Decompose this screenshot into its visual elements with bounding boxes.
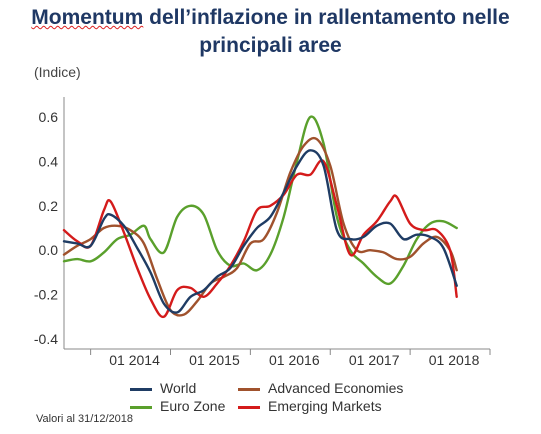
title-word-momentum: Momentum — [31, 6, 144, 29]
y-tick-label: 0.2 — [39, 198, 59, 214]
legend-label-emerging-markets: Emerging Markets — [268, 398, 382, 414]
x-tick-label: 01 2015 — [189, 352, 240, 368]
x-tick-label: 01 2018 — [429, 352, 480, 368]
legend-swatch-euro-zone — [130, 405, 152, 409]
chart-title: Momentum dell’inflazione in rallentament… — [0, 4, 541, 60]
x-tick-label: 01 2016 — [269, 352, 320, 368]
legend-label-world: World — [160, 380, 197, 396]
legend-label-euro-zone: Euro Zone — [160, 398, 226, 414]
legend-item-advanced-economies: Advanced Economies — [238, 380, 403, 396]
series-line-advanced-economies — [62, 136, 458, 317]
y-tick-label: 0.4 — [39, 153, 59, 169]
legend-swatch-emerging-markets — [238, 405, 260, 409]
legend-label-advanced-economies: Advanced Economies — [268, 380, 404, 396]
legend-item-world: World — [130, 380, 196, 396]
title-line1-rest: dell’inflazione in rallentamento nelle — [143, 6, 510, 29]
legend-item-emerging-markets: Emerging Markets — [238, 398, 382, 414]
legend-item-euro-zone: Euro Zone — [130, 398, 225, 414]
series-line-world — [62, 149, 458, 314]
legend-swatch-world — [130, 387, 152, 391]
y-tick-label: -0.2 — [34, 287, 58, 303]
x-tick-label: 01 2014 — [109, 352, 160, 368]
x-tick-label: 01 2017 — [349, 352, 400, 368]
y-tick-label: -0.4 — [34, 331, 58, 347]
y-tick-label: 0.0 — [39, 242, 59, 258]
y-tick-label: 0.6 — [39, 109, 59, 125]
series-line-emerging-markets — [62, 159, 458, 319]
y-axis-unit-label: (Indice) — [34, 64, 81, 80]
title-line2: principali aree — [199, 34, 342, 57]
legend-swatch-advanced-economies — [238, 387, 260, 391]
footnote: Valori al 31/12/2018 — [36, 413, 134, 425]
